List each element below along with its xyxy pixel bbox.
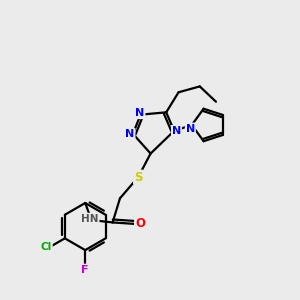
Text: N: N [172, 126, 181, 136]
Text: N: N [135, 108, 145, 118]
Text: N: N [125, 129, 135, 139]
Text: O: O [135, 218, 145, 230]
Text: F: F [82, 265, 89, 275]
Text: HN: HN [81, 214, 99, 224]
Text: N: N [186, 124, 195, 134]
Text: S: S [134, 171, 142, 184]
Text: Cl: Cl [40, 242, 52, 253]
